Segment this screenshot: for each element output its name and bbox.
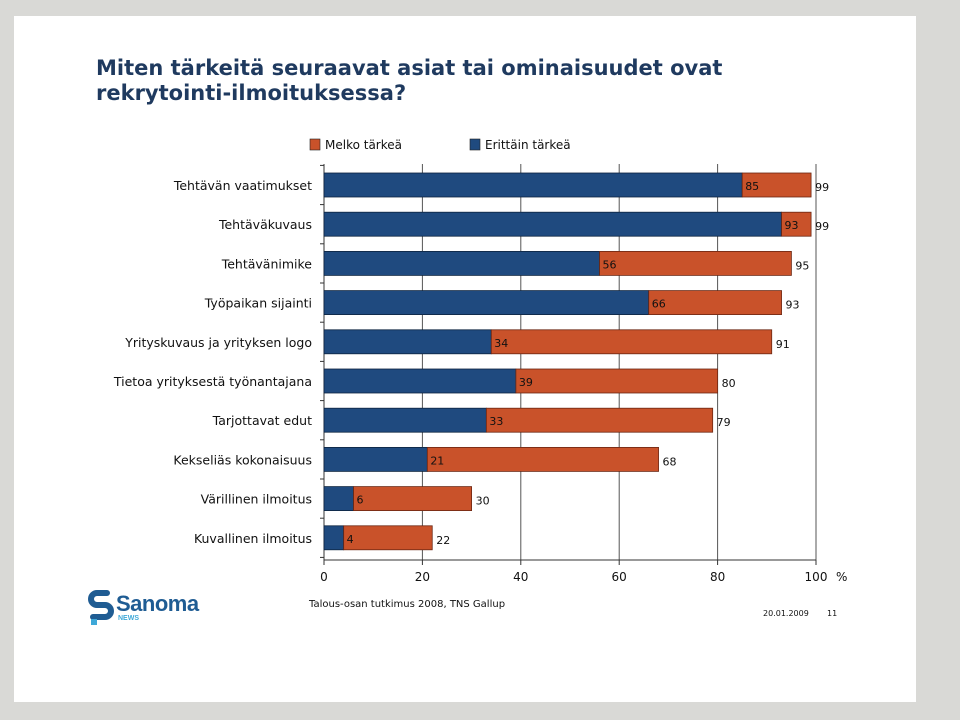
bar-erittain-tarkea [323, 329, 492, 355]
data-label-erittain: 6 [357, 494, 364, 507]
logo-subtitle: NEWS [118, 615, 139, 622]
category-label: Tarjottavat edut [212, 413, 312, 428]
bar-erittain-tarkea [323, 368, 517, 394]
logo-wordmark: Sanoma [116, 591, 199, 616]
x-tick-label: 40 [513, 570, 528, 584]
bar-erittain-tarkea [323, 486, 354, 512]
data-label-total: 91 [776, 338, 790, 351]
category-label: Työpaikan sijainti [204, 296, 312, 311]
sanoma-logo-mark-icon [88, 590, 114, 625]
category-label: Tehtäväkuvaus [218, 217, 312, 232]
data-label-total: 93 [786, 299, 800, 312]
slide-date: 20.01.2009 [763, 609, 809, 618]
bar-melko-tarkea [599, 250, 792, 276]
bar-melko-tarkea [490, 329, 773, 355]
data-label-erittain: 39 [519, 376, 533, 389]
data-label-erittain: 4 [347, 533, 354, 546]
x-tick-label: 0 [320, 570, 328, 584]
data-label-erittain: 21 [430, 454, 444, 467]
title-line-2: rekrytointi-ilmoituksessa? [96, 81, 407, 105]
category-label: Tietoa yrityksestä työnantajana [113, 374, 312, 389]
data-label-total: 99 [815, 181, 829, 194]
category-label: Yrityskuvaus ja yrityksen logo [124, 335, 312, 350]
bar-melko-tarkea [353, 486, 472, 512]
category-label: Tehtävän vaatimukset [173, 178, 312, 193]
data-label-total: 80 [722, 377, 736, 390]
bar-melko-tarkea [515, 368, 719, 394]
legend-label: Melko tärkeä [325, 138, 402, 152]
page-number: 11 [827, 609, 838, 618]
sanoma-logo: Sanoma NEWS [88, 589, 218, 629]
data-label-total: 99 [815, 220, 829, 233]
x-axis-unit: % [836, 570, 847, 584]
category-label: Värillinen ilmoitus [201, 492, 312, 507]
bar-erittain-tarkea [323, 250, 600, 276]
bar-melko-tarkea [741, 172, 812, 198]
data-label-erittain: 66 [652, 298, 666, 311]
category-label: Tehtävänimike [221, 256, 313, 271]
legend-swatch [469, 138, 481, 151]
chart-title: Miten tärkeitä seuraavat asiat tai omina… [96, 56, 796, 106]
bar-erittain-tarkea [323, 290, 650, 316]
data-label-erittain: 93 [785, 219, 799, 232]
x-tick-label: 60 [612, 570, 627, 584]
title-line-1: Miten tärkeitä seuraavat asiat tai omina… [96, 56, 723, 80]
data-label-erittain: 56 [603, 258, 617, 271]
bar-erittain-tarkea [323, 211, 782, 237]
data-label-erittain: 34 [494, 337, 508, 350]
bar-melko-tarkea [343, 525, 433, 551]
x-tick-label: 20 [415, 570, 430, 584]
bar-erittain-tarkea [323, 407, 487, 433]
data-label-total: 68 [663, 455, 677, 468]
data-label-total: 79 [717, 416, 731, 429]
bar-erittain-tarkea [323, 446, 428, 472]
data-label-total: 30 [476, 495, 490, 508]
bar-erittain-tarkea [323, 172, 743, 198]
data-label-total: 22 [436, 534, 450, 547]
bar-melko-tarkea [426, 446, 659, 472]
bar-erittain-tarkea [323, 525, 345, 551]
bar-melko-tarkea [648, 290, 782, 316]
data-label-erittain: 85 [745, 180, 759, 193]
source-note: Talous-osan tutkimus 2008, TNS Gallup [309, 599, 506, 610]
slide [14, 16, 916, 702]
bar-melko-tarkea [781, 211, 812, 237]
x-tick-label: 80 [710, 570, 725, 584]
category-label: Kuvallinen ilmoitus [194, 531, 312, 546]
data-label-total: 95 [795, 259, 809, 272]
legend-label: Erittäin tärkeä [485, 138, 571, 152]
bar-melko-tarkea [485, 407, 714, 433]
category-label: Kekseliäs kokonaisuus [173, 452, 312, 467]
legend-swatch [309, 138, 321, 151]
data-label-erittain: 33 [489, 415, 503, 428]
x-tick-label: 100 [805, 570, 828, 584]
